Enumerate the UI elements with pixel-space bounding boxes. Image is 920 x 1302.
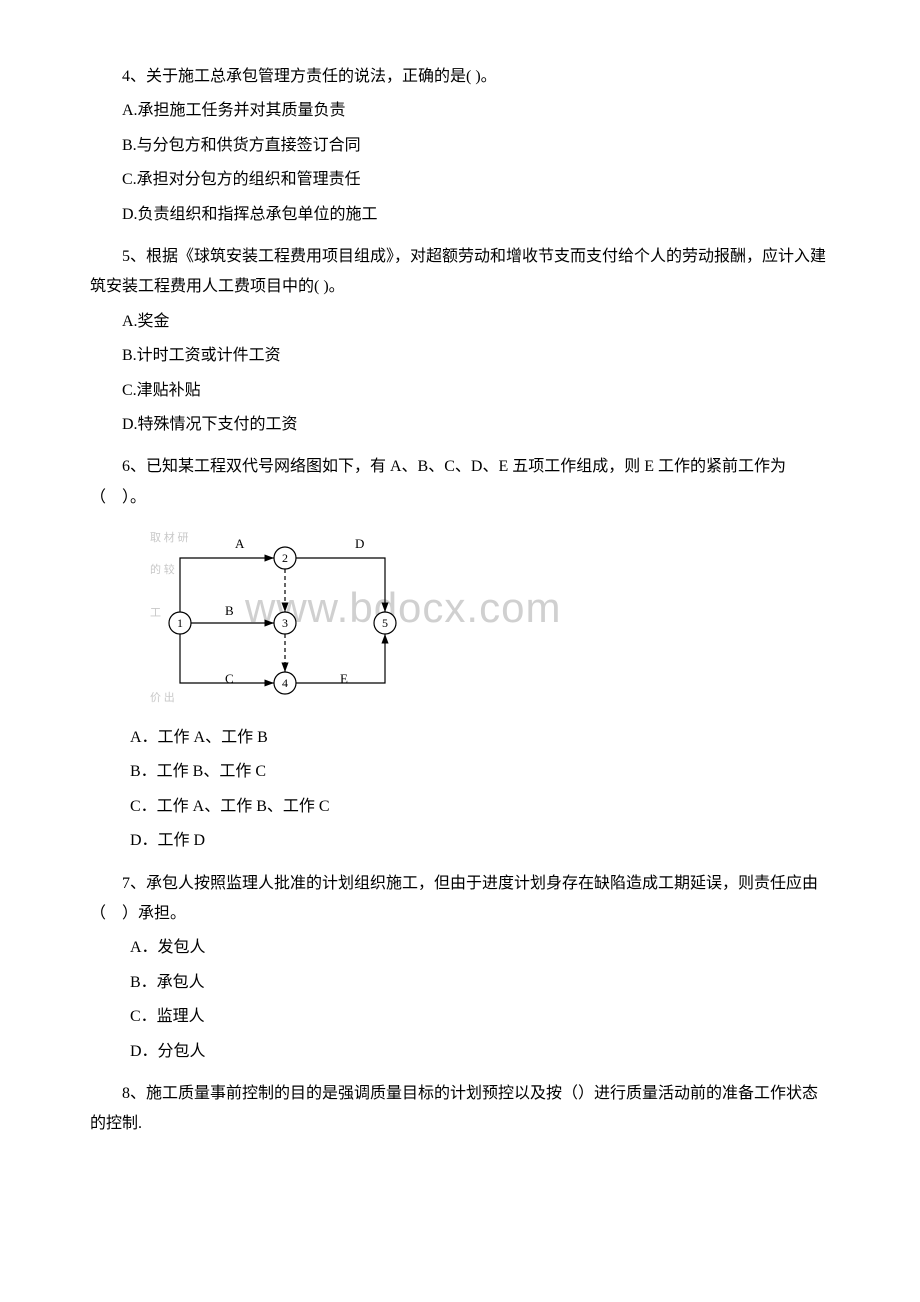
- q4-opt-a: A.承担施工任务并对其质量负责: [90, 96, 830, 126]
- q5-opt-d: D.特殊情况下支付的工资: [90, 410, 830, 440]
- q4-opt-b: B.与分包方和供货方直接签订合同: [90, 131, 830, 161]
- q5-opt-c: C.津贴补贴: [90, 376, 830, 406]
- svg-text:1: 1: [177, 616, 183, 630]
- svg-text:C: C: [225, 671, 234, 686]
- q5-opt-b: B.计时工资或计件工资: [90, 341, 830, 371]
- q6-opt-b: B．工作 B、工作 C: [90, 757, 830, 787]
- q7-opt-a: A．发包人: [90, 933, 830, 963]
- q5-opt-a: A.奖金: [90, 307, 830, 337]
- svg-text:5: 5: [382, 616, 388, 630]
- q4-opt-c: C.承担对分包方的组织和管理责任: [90, 165, 830, 195]
- q7-stem: 7、承包人按照监理人批准的计划组织施工，但由于进度计划身存在缺陷造成工期延误，则…: [90, 869, 830, 930]
- network-diagram: A B C D E 1 2 3 4 5: [150, 528, 430, 708]
- q5-stem: 5、根据《球筑安装工程费用项目组成》，对超额劳动和增收节支而支付给个人的劳动报酬…: [90, 242, 830, 303]
- q8-stem: 8、施工质量事前控制的目的是强调质量目标的计划预控以及按（）进行质量活动前的准备…: [90, 1079, 830, 1140]
- q4-opt-d: D.负责组织和指挥总承包单位的施工: [90, 200, 830, 230]
- svg-text:4: 4: [282, 676, 288, 690]
- svg-text:3: 3: [282, 616, 288, 630]
- svg-text:2: 2: [282, 551, 288, 565]
- q6-stem: 6、已知某工程双代号网络图如下，有 A、B、C、D、E 五项工作组成，则 E 工…: [90, 452, 830, 513]
- q6-opt-a: A．工作 A、工作 B: [90, 723, 830, 753]
- svg-text:D: D: [355, 536, 364, 551]
- q6-diagram-container: 取 材 研 的 较 工 价 出 www.bdocx.com ABCDE12345: [150, 528, 500, 708]
- q7-opt-d: D．分包人: [90, 1037, 830, 1067]
- svg-text:B: B: [225, 603, 234, 618]
- q6-opt-c: C．工作 A、工作 B、工作 C: [90, 792, 830, 822]
- q7-opt-c: C．监理人: [90, 1002, 830, 1032]
- q6-opt-d: D．工作 D: [90, 826, 830, 856]
- q4-stem: 4、关于施工总承包管理方责任的说法，正确的是( )。: [90, 62, 830, 92]
- svg-text:A: A: [235, 536, 245, 551]
- q7-opt-b: B．承包人: [90, 968, 830, 998]
- svg-text:E: E: [340, 671, 348, 686]
